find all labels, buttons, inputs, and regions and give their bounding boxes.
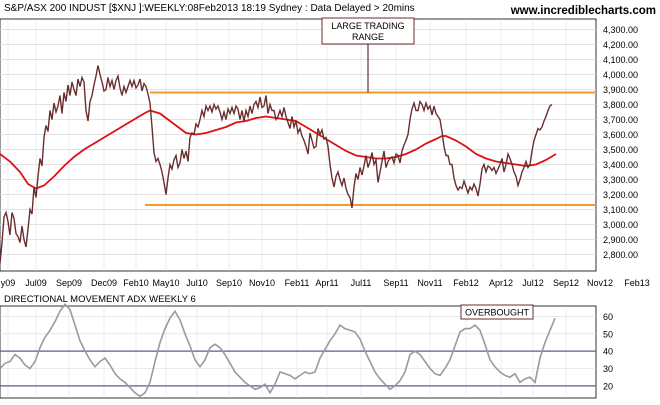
price-y-tick-label: 4,000.00 (603, 70, 638, 80)
adx-y-tick-label: 40 (603, 347, 613, 357)
price-y-tick-label: 4,100.00 (603, 55, 638, 65)
x-tick-label: May10 (152, 278, 179, 288)
range-lines (145, 91, 596, 206)
x-tick-label: Sep09 (56, 278, 82, 288)
overbought-label: OVERBOUGHT (465, 308, 530, 318)
price-y-tick-label: 3,700.00 (603, 115, 638, 125)
price-y-tick-label: 3,000.00 (603, 220, 638, 230)
adx-y-tick-label: 50 (603, 329, 613, 339)
x-tick-label: Feb10 (123, 278, 149, 288)
x-tick-label: Feb11 (285, 278, 310, 288)
price-y-tick-label: 3,800.00 (603, 100, 638, 110)
adx-title: DIRECTIONAL MOVEMENT ADX WEEKLY 6 (4, 294, 196, 305)
overbought-box (460, 304, 534, 320)
x-tick-label: Sep12 (553, 278, 579, 288)
chart-title: S&P/ASX 200 INDUST [$XNJ ]:WEEKLY:08Feb2… (4, 3, 415, 14)
adx-y-tick-label: 20 (603, 381, 613, 391)
price-y-axis: 2,800.00 2,900.00 3,000.00 3,100.00 3,200.00… (603, 25, 638, 260)
large-trading-range-callout: LARGE TRADING RANGE (321, 17, 415, 93)
callout-line-1: LARGE TRADING (331, 21, 404, 31)
x-tick-label: Dec09 (91, 278, 117, 288)
adx-line (0, 303, 556, 398)
x-tick-label: Apr11 (315, 278, 338, 288)
price-line (0, 65, 553, 264)
x-tick-label: Jul12 (522, 278, 544, 288)
x-tick-label: Nov11 (417, 278, 442, 288)
x-tick-label: Jul09 (25, 278, 47, 288)
adx-y-tick-label: 60 (603, 312, 613, 322)
price-y-tick-label: 3,400.00 (603, 160, 638, 170)
price-y-tick-label: 3,100.00 (603, 205, 638, 215)
x-tick-label: Nov10 (249, 278, 275, 288)
x-tick-label: Nov12 (587, 278, 613, 288)
price-y-tick-label: 3,500.00 (603, 145, 638, 155)
price-y-tick-label: 2,800.00 (603, 250, 638, 260)
x-tick-label: Feb12 (453, 278, 479, 288)
x-tick-label: Jul10 (186, 278, 208, 288)
x-tick-label: Feb13 (624, 278, 650, 288)
x-tick-label: y09 (1, 278, 16, 288)
x-tick-label: Apr12 (489, 278, 513, 288)
price-y-tick-label: 3,600.00 (603, 130, 638, 140)
x-tick-label: Sep11 (383, 278, 408, 288)
price-y-tick-label: 2,900.00 (603, 235, 638, 245)
price-y-tick-label: 3,200.00 (603, 190, 638, 200)
price-y-tick-label: 3,900.00 (603, 85, 638, 95)
x-tick-label: Sep10 (216, 278, 242, 288)
callout-line-2: RANGE (352, 32, 384, 42)
price-y-tick-label: 3,300.00 (603, 175, 638, 185)
adx-panel-frame (0, 305, 597, 399)
price-y-tick-label: 4,200.00 (603, 40, 638, 50)
site-watermark: www.incrediblecharts.com (510, 5, 656, 17)
adx-y-tick-label: 30 (603, 364, 613, 374)
adx-bands (0, 350, 596, 387)
price-y-tick-label: 4,300.00 (603, 25, 638, 35)
price-x-axis: y09 Jul09 Sep09 Dec09 Feb10 May10 Jul10 Sep10 No… (1, 278, 650, 288)
overbought-callout: OVERBOUGHT (460, 304, 534, 320)
callout-box (321, 17, 415, 45)
x-tick-label: Jul11 (351, 278, 372, 288)
price-panel-frame (0, 18, 597, 272)
adx-y-axis: 20 30 40 50 60 (603, 312, 613, 391)
